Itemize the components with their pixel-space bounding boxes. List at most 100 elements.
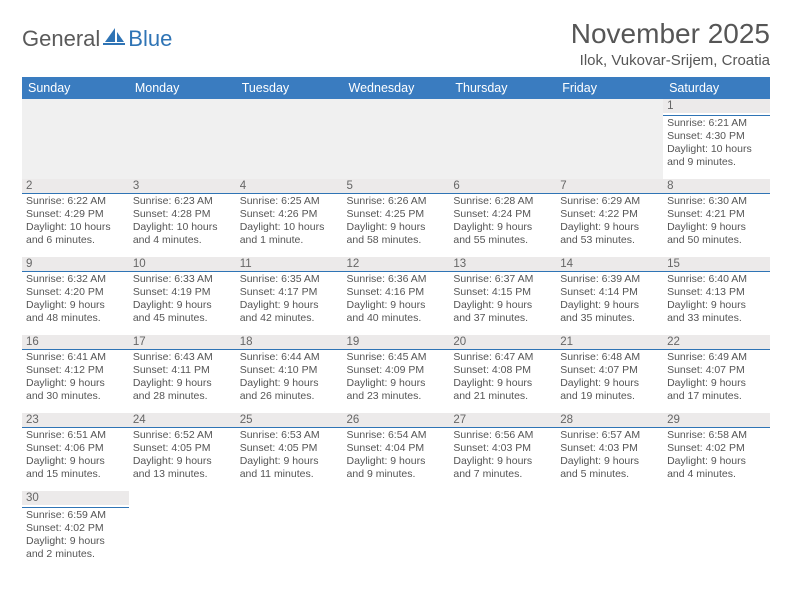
sunrise-line: Sunrise: 6:23 AM (133, 195, 232, 208)
day-cell: Sunrise: 6:56 AMSunset: 4:03 PMDaylight:… (449, 427, 556, 491)
day-cell: Sunrise: 6:35 AMSunset: 4:17 PMDaylight:… (236, 271, 343, 335)
blank-cell (343, 115, 450, 179)
sunset-line: Sunset: 4:05 PM (240, 442, 339, 455)
day-cell: Sunrise: 6:26 AMSunset: 4:25 PMDaylight:… (343, 193, 450, 257)
daylight-line: Daylight: 9 hours and 48 minutes. (26, 299, 125, 325)
blank-cell (22, 115, 129, 179)
blank-cell (449, 507, 556, 571)
sunrise-line: Sunrise: 6:49 AM (667, 351, 766, 364)
blank-cell (663, 507, 770, 571)
sunrise-line: Sunrise: 6:22 AM (26, 195, 125, 208)
day-number: 24 (129, 413, 236, 427)
day-cell: Sunrise: 6:37 AMSunset: 4:15 PMDaylight:… (449, 271, 556, 335)
day-cell: Sunrise: 6:44 AMSunset: 4:10 PMDaylight:… (236, 349, 343, 413)
sunset-line: Sunset: 4:07 PM (667, 364, 766, 377)
day-number: 3 (129, 179, 236, 193)
sunrise-line: Sunrise: 6:56 AM (453, 429, 552, 442)
sunset-line: Sunset: 4:10 PM (240, 364, 339, 377)
daylight-line: Daylight: 9 hours and 55 minutes. (453, 221, 552, 247)
sunrise-line: Sunrise: 6:52 AM (133, 429, 232, 442)
day-cell: Sunrise: 6:47 AMSunset: 4:08 PMDaylight:… (449, 349, 556, 413)
daylight-line: Daylight: 9 hours and 26 minutes. (240, 377, 339, 403)
logo-text-1: General (22, 26, 100, 52)
daylight-line: Daylight: 9 hours and 30 minutes. (26, 377, 125, 403)
day-cell: Sunrise: 6:21 AMSunset: 4:30 PMDaylight:… (663, 115, 770, 179)
sunrise-line: Sunrise: 6:28 AM (453, 195, 552, 208)
sunset-line: Sunset: 4:07 PM (560, 364, 659, 377)
day-cell: Sunrise: 6:43 AMSunset: 4:11 PMDaylight:… (129, 349, 236, 413)
day-number: 1 (663, 99, 770, 113)
day-cell: Sunrise: 6:51 AMSunset: 4:06 PMDaylight:… (22, 427, 129, 491)
day-number: 9 (22, 257, 129, 271)
daylight-line: Daylight: 9 hours and 42 minutes. (240, 299, 339, 325)
sunset-line: Sunset: 4:04 PM (347, 442, 446, 455)
sunset-line: Sunset: 4:28 PM (133, 208, 232, 221)
day-cell: Sunrise: 6:39 AMSunset: 4:14 PMDaylight:… (556, 271, 663, 335)
sunset-line: Sunset: 4:11 PM (133, 364, 232, 377)
weekday-header: Saturday (663, 77, 770, 99)
sunset-line: Sunset: 4:17 PM (240, 286, 339, 299)
day-cell: Sunrise: 6:59 AMSunset: 4:02 PMDaylight:… (22, 507, 129, 571)
daylight-line: Daylight: 9 hours and 4 minutes. (667, 455, 766, 481)
day-cell: Sunrise: 6:32 AMSunset: 4:20 PMDaylight:… (22, 271, 129, 335)
blank-cell (129, 507, 236, 571)
sunset-line: Sunset: 4:24 PM (453, 208, 552, 221)
daylight-line: Daylight: 9 hours and 19 minutes. (560, 377, 659, 403)
day-cell: Sunrise: 6:23 AMSunset: 4:28 PMDaylight:… (129, 193, 236, 257)
day-number: 5 (343, 179, 450, 193)
sunset-line: Sunset: 4:03 PM (560, 442, 659, 455)
sunset-line: Sunset: 4:22 PM (560, 208, 659, 221)
sunrise-line: Sunrise: 6:35 AM (240, 273, 339, 286)
day-number: 20 (449, 335, 556, 349)
weekday-header: Friday (556, 77, 663, 99)
sunset-line: Sunset: 4:03 PM (453, 442, 552, 455)
sunset-line: Sunset: 4:12 PM (26, 364, 125, 377)
sunrise-line: Sunrise: 6:44 AM (240, 351, 339, 364)
day-cell: Sunrise: 6:54 AMSunset: 4:04 PMDaylight:… (343, 427, 450, 491)
sunset-line: Sunset: 4:09 PM (347, 364, 446, 377)
sunrise-line: Sunrise: 6:30 AM (667, 195, 766, 208)
month-title: November 2025 (571, 18, 770, 50)
day-cell: Sunrise: 6:36 AMSunset: 4:16 PMDaylight:… (343, 271, 450, 335)
daylight-line: Daylight: 9 hours and 37 minutes. (453, 299, 552, 325)
daylight-line: Daylight: 9 hours and 21 minutes. (453, 377, 552, 403)
daylight-line: Daylight: 10 hours and 4 minutes. (133, 221, 232, 247)
day-number: 12 (343, 257, 450, 271)
weekday-header: Monday (129, 77, 236, 99)
day-number: 26 (343, 413, 450, 427)
day-number: 4 (236, 179, 343, 193)
daylight-line: Daylight: 9 hours and 33 minutes. (667, 299, 766, 325)
blank-cell (236, 115, 343, 179)
sunrise-line: Sunrise: 6:33 AM (133, 273, 232, 286)
daylight-line: Daylight: 9 hours and 35 minutes. (560, 299, 659, 325)
daylight-line: Daylight: 9 hours and 45 minutes. (133, 299, 232, 325)
day-cell: Sunrise: 6:30 AMSunset: 4:21 PMDaylight:… (663, 193, 770, 257)
day-number: 13 (449, 257, 556, 271)
sunset-line: Sunset: 4:14 PM (560, 286, 659, 299)
day-cell: Sunrise: 6:45 AMSunset: 4:09 PMDaylight:… (343, 349, 450, 413)
weekday-header: Wednesday (343, 77, 450, 99)
day-cell: Sunrise: 6:57 AMSunset: 4:03 PMDaylight:… (556, 427, 663, 491)
day-number: 16 (22, 335, 129, 349)
day-number: 21 (556, 335, 663, 349)
sunset-line: Sunset: 4:13 PM (667, 286, 766, 299)
weekday-header: Thursday (449, 77, 556, 99)
daylight-line: Daylight: 9 hours and 13 minutes. (133, 455, 232, 481)
sunrise-line: Sunrise: 6:25 AM (240, 195, 339, 208)
day-number: 29 (663, 413, 770, 427)
day-cell: Sunrise: 6:33 AMSunset: 4:19 PMDaylight:… (129, 271, 236, 335)
day-number: 18 (236, 335, 343, 349)
blank-cell (449, 115, 556, 179)
daylight-line: Daylight: 9 hours and 50 minutes. (667, 221, 766, 247)
daylight-line: Daylight: 9 hours and 23 minutes. (347, 377, 446, 403)
calendar-table: SundayMondayTuesdayWednesdayThursdayFrid… (22, 77, 770, 571)
day-number: 19 (343, 335, 450, 349)
sunset-line: Sunset: 4:16 PM (347, 286, 446, 299)
blank-daynum (556, 99, 663, 115)
sunrise-line: Sunrise: 6:53 AM (240, 429, 339, 442)
sunrise-line: Sunrise: 6:59 AM (26, 509, 125, 522)
daylight-line: Daylight: 9 hours and 53 minutes. (560, 221, 659, 247)
day-number: 22 (663, 335, 770, 349)
daylight-line: Daylight: 9 hours and 11 minutes. (240, 455, 339, 481)
sunrise-line: Sunrise: 6:21 AM (667, 117, 766, 130)
